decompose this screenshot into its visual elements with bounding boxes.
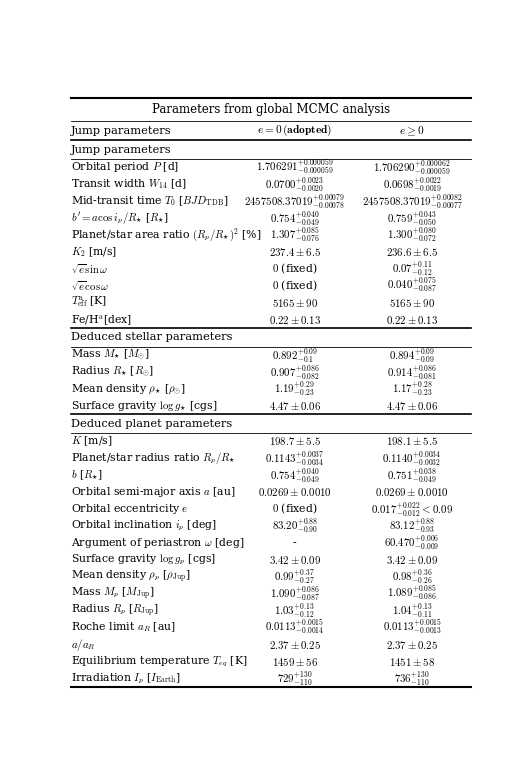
Text: $0.759^{+0.043}_{-0.050}$: $0.759^{+0.043}_{-0.050}$: [387, 209, 437, 227]
Text: Planet/star radius ratio $R_p/R_{\star}$: Planet/star radius ratio $R_p/R_{\star}$: [71, 451, 236, 466]
Text: $83.20^{+0.88}_{-0.90}$: $83.20^{+0.88}_{-0.90}$: [271, 517, 318, 535]
Text: $b$ [$R_{\star}$]: $b$ [$R_{\star}$]: [71, 469, 103, 482]
Text: Jump parameters: Jump parameters: [71, 144, 172, 154]
Text: $729^{+130}_{-110}$: $729^{+130}_{-110}$: [277, 669, 313, 688]
Text: $736^{+130}_{-110}$: $736^{+130}_{-110}$: [394, 669, 430, 688]
Text: $1.089^{+0.085}_{-0.086}$: $1.089^{+0.085}_{-0.086}$: [387, 584, 437, 604]
Text: Mass $M_{\star}$ [$M_{\odot}$]: Mass $M_{\star}$ [$M_{\odot}$]: [71, 348, 150, 362]
Text: $5165 \pm 90$: $5165 \pm 90$: [389, 297, 435, 309]
Text: Mass $M_p$ [$M_{\mathrm{Jup}}$]: Mass $M_p$ [$M_{\mathrm{Jup}}$]: [71, 586, 155, 602]
Text: $236.6 \pm 6.5$: $236.6 \pm 6.5$: [386, 246, 438, 258]
Text: Roche limit $a_R$ [au]: Roche limit $a_R$ [au]: [71, 621, 176, 634]
Text: $0.1140^{+0.0034}_{-0.0032}$: $0.1140^{+0.0034}_{-0.0032}$: [382, 449, 442, 468]
Text: Orbital period $P$ [d]: Orbital period $P$ [d]: [71, 161, 179, 174]
Text: Equilibrium temperature $T_{eq}$ [K]: Equilibrium temperature $T_{eq}$ [K]: [71, 655, 248, 669]
Text: $0.22 \pm 0.13$: $0.22 \pm 0.13$: [386, 314, 439, 325]
Text: $0.22 \pm 0.13$: $0.22 \pm 0.13$: [269, 314, 321, 325]
Text: $4.47 \pm 0.06$: $4.47 \pm 0.06$: [269, 400, 321, 412]
Text: Argument of periastron $\omega$ [deg]: Argument of periastron $\omega$ [deg]: [71, 536, 244, 550]
Text: $e = 0\,\mathbf{(adopted)}$: $e = 0\,\mathbf{(adopted)}$: [257, 123, 332, 139]
Text: Surface gravity $\log g_p$ [cgs]: Surface gravity $\log g_p$ [cgs]: [71, 553, 216, 567]
Text: Irradiation $I_p$ [$I_{\mathrm{Earth}}$]: Irradiation $I_p$ [$I_{\mathrm{Earth}}$]: [71, 671, 181, 686]
Text: Parameters from global MCMC analysis: Parameters from global MCMC analysis: [152, 103, 390, 116]
Text: $0.914^{+0.086}_{-0.081}$: $0.914^{+0.086}_{-0.081}$: [387, 363, 437, 382]
Text: Orbital semi-major axis $a$ [au]: Orbital semi-major axis $a$ [au]: [71, 485, 235, 499]
Text: $2457508.37019^{+0.00082}_{-0.00077}$: $2457508.37019^{+0.00082}_{-0.00077}$: [362, 192, 463, 211]
Text: $0.98^{+0.36}_{-0.26}$: $0.98^{+0.36}_{-0.26}$: [392, 568, 433, 586]
Text: $1451 \pm 58$: $1451 \pm 58$: [389, 655, 435, 667]
Text: $1.307^{+0.085}_{-0.076}$: $1.307^{+0.085}_{-0.076}$: [270, 226, 320, 245]
Text: $0.907^{+0.086}_{-0.082}$: $0.907^{+0.086}_{-0.082}$: [270, 363, 320, 382]
Text: $0.0269 \pm 0.0010$: $0.0269 \pm 0.0010$: [375, 486, 449, 499]
Text: Mean density $\rho_p$ [$\rho_{\mathrm{Jup}}$]: Mean density $\rho_p$ [$\rho_{\mathrm{Ju…: [71, 568, 190, 585]
Text: $0.751^{+0.038}_{-0.049}$: $0.751^{+0.038}_{-0.049}$: [387, 466, 437, 485]
Text: $0.040^{+0.075}_{-0.087}$: $0.040^{+0.075}_{-0.087}$: [387, 276, 437, 296]
Text: $\sqrt{e}\sin\omega$: $\sqrt{e}\sin\omega$: [71, 262, 108, 276]
Text: $3.42 \pm 0.09$: $3.42 \pm 0.09$: [386, 554, 438, 566]
Text: $0.0113^{+0.0015}_{-0.0013}$: $0.0113^{+0.0015}_{-0.0013}$: [382, 618, 442, 637]
Text: $b^{\prime} = a\cos i_p/R_{\star}$ [$R_{\star}$]: $b^{\prime} = a\cos i_p/R_{\star}$ [$R_{…: [71, 210, 169, 226]
Text: $0$ (fixed): $0$ (fixed): [272, 278, 317, 293]
Text: Mean density $\rho_{\star}$ [$\rho_{\odot}$]: Mean density $\rho_{\star}$ [$\rho_{\odo…: [71, 382, 186, 396]
Text: $1.04^{+0.13}_{-0.11}$: $1.04^{+0.13}_{-0.11}$: [392, 601, 433, 620]
Text: Deduced planet parameters: Deduced planet parameters: [71, 419, 232, 429]
Text: Radius $R_p$ [$R_{\mathrm{Jup}}$]: Radius $R_p$ [$R_{\mathrm{Jup}}$]: [71, 603, 159, 619]
Text: $0.754^{+0.040}_{-0.049}$: $0.754^{+0.040}_{-0.049}$: [270, 209, 320, 227]
Text: Surface gravity $\log g_{\star}$ [cgs]: Surface gravity $\log g_{\star}$ [cgs]: [71, 399, 217, 412]
Text: $1.706290^{+0.000062}_{-0.000059}$: $1.706290^{+0.000062}_{-0.000059}$: [373, 158, 451, 176]
Text: $1.706291^{+0.000059}_{-0.000059}$: $1.706291^{+0.000059}_{-0.000059}$: [256, 158, 333, 177]
Text: Mid-transit time $T_0$ [$BJD_{\mathrm{TDB}}$]: Mid-transit time $T_0$ [$BJD_{\mathrm{TD…: [71, 194, 229, 208]
Text: $0.1143^{+0.0037}_{-0.0034}$: $0.1143^{+0.0037}_{-0.0034}$: [265, 449, 324, 468]
Text: $\sqrt{e}\cos\omega$: $\sqrt{e}\cos\omega$: [71, 279, 110, 292]
Text: $1459 \pm 56$: $1459 \pm 56$: [271, 655, 318, 667]
Text: $1.19^{+0.29}_{-0.23}$: $1.19^{+0.29}_{-0.23}$: [275, 379, 315, 398]
Text: $0.99^{+0.37}_{-0.27}$: $0.99^{+0.37}_{-0.27}$: [274, 568, 315, 586]
Text: $0.0269 \pm 0.0010$: $0.0269 \pm 0.0010$: [258, 486, 332, 499]
Text: -: -: [293, 538, 296, 548]
Text: $2.37 \pm 0.25$: $2.37 \pm 0.25$: [386, 639, 438, 651]
Text: $0.017^{+0.022}_{-0.012} < 0.09$: $0.017^{+0.022}_{-0.012} < 0.09$: [371, 499, 453, 518]
Text: Jump parameters: Jump parameters: [71, 125, 172, 136]
Text: $5165 \pm 90$: $5165 \pm 90$: [271, 297, 318, 309]
Text: $1.03^{+0.13}_{-0.12}$: $1.03^{+0.13}_{-0.12}$: [275, 601, 315, 620]
Text: $0.894^{+0.09}_{-0.09}$: $0.894^{+0.09}_{-0.09}$: [389, 346, 435, 365]
Text: $1.300^{+0.080}_{-0.072}$: $1.300^{+0.080}_{-0.072}$: [387, 226, 437, 245]
Text: $60.470^{+0.006}_{-0.009}$: $60.470^{+0.006}_{-0.009}$: [385, 534, 440, 553]
Text: $0.0113^{+0.0015}_{-0.0014}$: $0.0113^{+0.0015}_{-0.0014}$: [265, 618, 324, 637]
Text: Fe/H$^{\mathrm{a}}$[dex]: Fe/H$^{\mathrm{a}}$[dex]: [71, 313, 132, 327]
Text: $1.090^{+0.086}_{-0.087}$: $1.090^{+0.086}_{-0.087}$: [270, 584, 320, 603]
Text: $83.12^{+0.88}_{-0.93}$: $83.12^{+0.88}_{-0.93}$: [389, 517, 435, 535]
Text: $2.37 \pm 0.25$: $2.37 \pm 0.25$: [269, 639, 321, 651]
Text: Radius $R_{\star}$ [$R_{\odot}$]: Radius $R_{\star}$ [$R_{\odot}$]: [71, 365, 154, 379]
Text: $0.754^{+0.040}_{-0.049}$: $0.754^{+0.040}_{-0.049}$: [270, 466, 320, 485]
Text: $1.17^{+0.28}_{-0.23}$: $1.17^{+0.28}_{-0.23}$: [392, 379, 433, 398]
Text: $K$ [m/s]: $K$ [m/s]: [71, 434, 113, 448]
Text: $0.0700^{+0.0023}_{-0.0020}$: $0.0700^{+0.0023}_{-0.0020}$: [265, 175, 324, 194]
Text: Orbital inclination $i_p$ [deg]: Orbital inclination $i_p$ [deg]: [71, 519, 217, 533]
Text: $4.47 \pm 0.06$: $4.47 \pm 0.06$: [386, 400, 438, 412]
Text: $3.42 \pm 0.09$: $3.42 \pm 0.09$: [269, 554, 321, 566]
Text: $a/a_R$: $a/a_R$: [71, 637, 96, 652]
Text: $0$ (fixed): $0$ (fixed): [272, 502, 317, 517]
Text: Planet/star area ratio $(R_p/R_{\star})^2$ [%]: Planet/star area ratio $(R_p/R_{\star})^…: [71, 227, 261, 244]
Text: Orbital eccentricity $e$: Orbital eccentricity $e$: [71, 503, 189, 516]
Text: $0.0698^{+0.0022}_{-0.0019}$: $0.0698^{+0.0022}_{-0.0019}$: [382, 175, 442, 194]
Text: $237.4 \pm 6.5$: $237.4 \pm 6.5$: [269, 246, 321, 258]
Text: Deduced stellar parameters: Deduced stellar parameters: [71, 332, 233, 343]
Text: $198.1 \pm 5.5$: $198.1 \pm 5.5$: [386, 435, 438, 448]
Text: $K_2$ [m/s]: $K_2$ [m/s]: [71, 245, 117, 259]
Text: $198.7 \pm 5.5$: $198.7 \pm 5.5$: [269, 435, 321, 448]
Text: $0.892^{+0.09}_{-0.1}$: $0.892^{+0.09}_{-0.1}$: [271, 346, 318, 365]
Text: $e \geq 0$: $e \geq 0$: [399, 124, 425, 137]
Text: $T_{\mathrm{eff}}^{\mathrm{a}}$ [K]: $T_{\mathrm{eff}}^{\mathrm{a}}$ [K]: [71, 296, 107, 310]
Text: Transit width $W_{14}$ [d]: Transit width $W_{14}$ [d]: [71, 177, 187, 191]
Text: $0.07^{+0.11}_{-0.12}$: $0.07^{+0.11}_{-0.12}$: [392, 260, 432, 278]
Text: $2457508.37019^{+0.00079}_{-0.00078}$: $2457508.37019^{+0.00079}_{-0.00078}$: [244, 192, 345, 211]
Text: $0$ (fixed): $0$ (fixed): [272, 262, 317, 276]
